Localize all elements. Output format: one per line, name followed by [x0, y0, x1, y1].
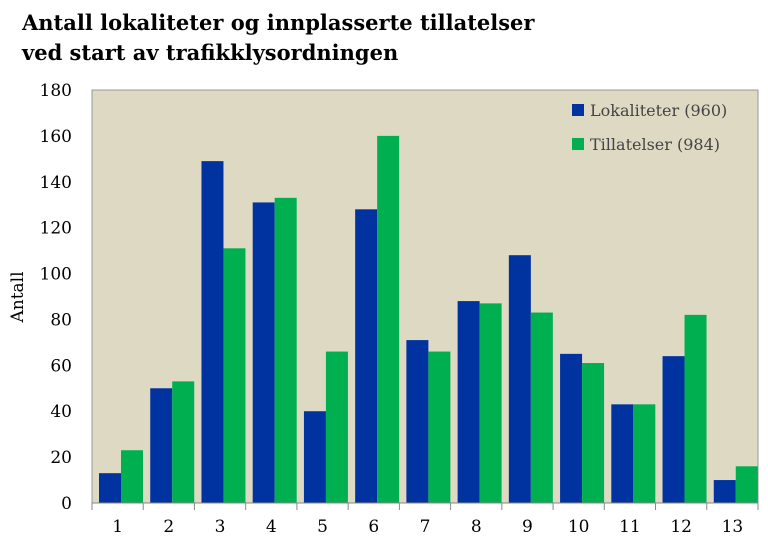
bar-lokaliteter-4 [252, 202, 275, 503]
x-tick-label: 1 [112, 517, 123, 537]
legend-label: Tillatelser (984) [590, 135, 720, 154]
bar-lokaliteter-9 [508, 255, 531, 503]
x-tick-label: 4 [266, 517, 277, 537]
bar-lokaliteter-10 [560, 353, 583, 503]
y-tick-label: 120 [40, 219, 72, 239]
legend-swatch [572, 138, 584, 150]
y-axis-label: Antall [8, 271, 28, 323]
x-tick-label: 3 [215, 517, 226, 537]
x-tick-label: 8 [471, 517, 482, 537]
x-tick-label: 7 [420, 517, 431, 537]
bar-lokaliteter-6 [355, 209, 378, 504]
x-tick-label: 10 [568, 517, 590, 537]
legend-swatch [572, 104, 584, 116]
bar-tillatelser-3 [223, 248, 246, 503]
bar-tillatelser-8 [479, 303, 502, 503]
x-tick-label: 13 [722, 517, 744, 537]
y-tick-label: 40 [50, 402, 72, 422]
bar-lokaliteter-5 [303, 411, 326, 503]
y-tick-label: 100 [40, 265, 72, 285]
y-tick-label: 0 [61, 494, 72, 514]
legend-label: Lokaliteter (960) [590, 101, 727, 120]
bar-tillatelser-4 [274, 197, 297, 504]
bar-lokaliteter-3 [201, 161, 224, 503]
bar-lokaliteter-13 [713, 480, 736, 503]
y-tick-label: 180 [40, 81, 72, 101]
x-tick-label: 5 [317, 517, 328, 537]
bar-tillatelser-2 [172, 381, 195, 503]
bar-tillatelser-5 [325, 351, 348, 503]
bar-tillatelser-11 [633, 404, 656, 503]
x-tick-label: 6 [368, 517, 379, 537]
y-tick-label: 60 [50, 356, 72, 376]
bar-tillatelser-6 [377, 135, 400, 503]
bar-tillatelser-9 [530, 312, 553, 503]
x-tick-label: 2 [163, 517, 174, 537]
x-tick-label: 12 [670, 517, 692, 537]
x-tick-label: 11 [619, 517, 641, 537]
chart-title-line-2: ved start av trafikklysordningen [21, 40, 398, 65]
bar-tillatelser-7 [428, 351, 451, 503]
bar-lokaliteter-8 [457, 301, 480, 503]
bar-lokaliteter-7 [406, 340, 429, 503]
y-tick-label: 80 [50, 310, 72, 330]
x-tick-label: 9 [522, 517, 533, 537]
y-tick-label: 140 [40, 173, 72, 193]
bar-lokaliteter-2 [150, 388, 173, 503]
bar-tillatelser-1 [121, 450, 143, 503]
bar-tillatelser-13 [735, 466, 758, 503]
bar-lokaliteter-11 [611, 404, 634, 503]
bar-lokaliteter-1 [99, 473, 121, 503]
chart-title-line-1: Antall lokaliteter og innplasserte tilla… [21, 10, 535, 35]
y-tick-label: 160 [40, 127, 72, 147]
y-tick-label: 20 [50, 448, 72, 468]
bar-tillatelser-10 [582, 363, 605, 503]
bar-tillatelser-12 [684, 314, 707, 503]
bar-lokaliteter-12 [662, 356, 685, 503]
